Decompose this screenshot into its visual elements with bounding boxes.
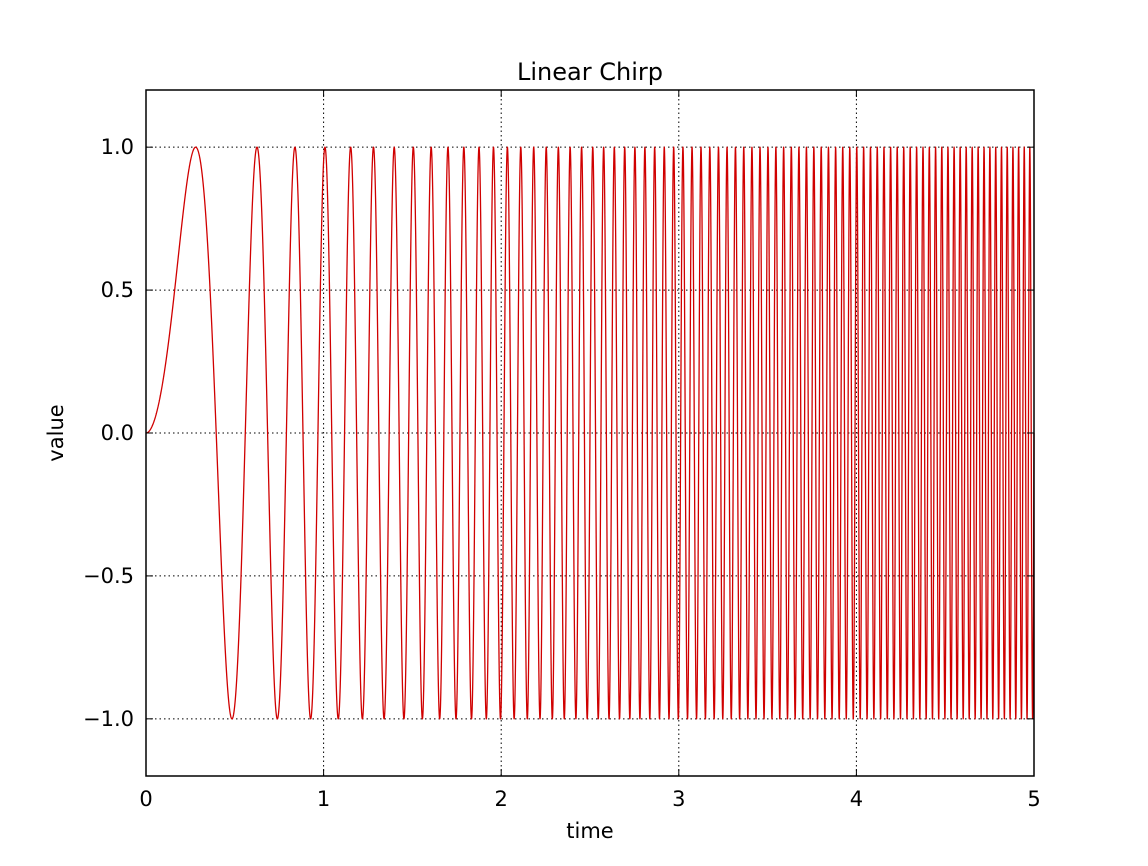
y-tick-label: −0.5	[83, 564, 134, 588]
y-tick-label: 0.0	[101, 421, 134, 445]
x-tick-label: 1	[317, 787, 330, 811]
chart-title: Linear Chirp	[517, 58, 663, 86]
series-layer	[145, 146, 1035, 720]
y-axis-label: value	[44, 404, 68, 461]
x-tick-labels: 0 1 2 3 4 5	[139, 787, 1040, 811]
y-tick-label: 0.5	[101, 278, 134, 302]
tick-marks	[145, 90, 1035, 776]
x-axis-label: time	[566, 819, 613, 843]
x-tick-label: 3	[672, 787, 685, 811]
x-tick-label: 5	[1027, 787, 1040, 811]
y-tick-labels: 1.0 0.5 0.0 −0.5 −1.0	[83, 135, 134, 731]
y-tick-label: −1.0	[83, 707, 134, 731]
x-tick-label: 2	[495, 787, 508, 811]
x-tick-label: 0	[139, 787, 152, 811]
x-tick-label: 4	[850, 787, 863, 811]
y-tick-label: 1.0	[101, 135, 134, 159]
chirp-series-line	[145, 146, 1035, 720]
